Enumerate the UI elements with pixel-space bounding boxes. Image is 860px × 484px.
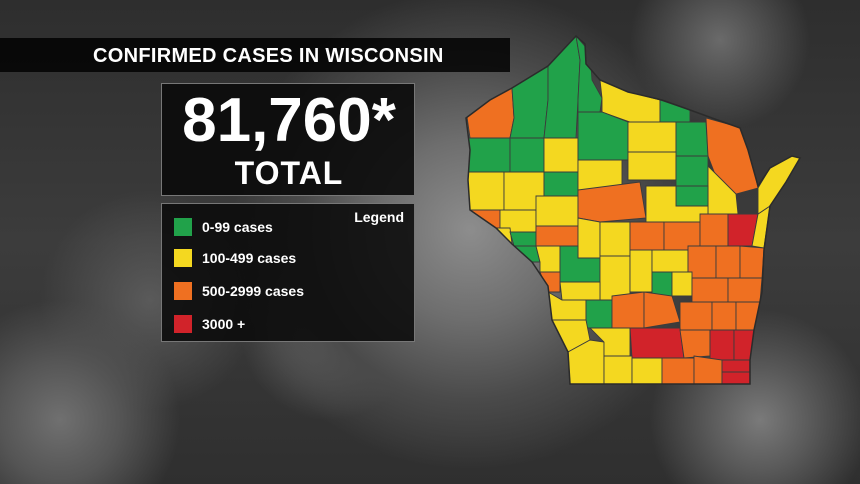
county-burnett (466, 137, 511, 173)
county-monroe (559, 281, 601, 301)
county-marathon (577, 181, 647, 223)
county-portage (629, 221, 665, 251)
county-green (631, 357, 663, 384)
county-lafayette (603, 355, 633, 384)
county-rock (661, 357, 695, 384)
county-dane (629, 327, 685, 359)
county-sauk (611, 291, 645, 329)
county-washburn (509, 137, 545, 173)
county-walworth (693, 355, 723, 384)
legend-swatch-green (174, 218, 192, 236)
county-sheboygan (727, 277, 763, 303)
county-langlade (675, 155, 709, 187)
county-forest (675, 121, 709, 157)
county-outagamie (699, 213, 729, 247)
county-oneida (627, 121, 677, 153)
county-columbia (643, 291, 681, 329)
state-outline (465, 34, 802, 385)
total-box: 81,760* TOTAL (161, 83, 415, 196)
county-kenosha (721, 371, 753, 384)
legend-label: 100-499 cases (202, 250, 297, 266)
county-manitowoc (739, 245, 765, 279)
county-calumet (715, 245, 741, 279)
total-cases-number: 81,760* (182, 86, 396, 155)
county-juneau (599, 255, 631, 301)
legend-title: Legend (354, 209, 404, 225)
county-door (757, 155, 801, 215)
county-waushara (651, 249, 689, 273)
legend: Legend 0-99 cases 100-499 cases 500-2999… (161, 203, 415, 342)
county-green-lake (671, 271, 693, 297)
county-washington (711, 301, 737, 331)
county-dodge (679, 301, 713, 331)
legend-swatch-red (174, 315, 192, 333)
county-adams (629, 249, 653, 293)
county-rusk (543, 171, 579, 197)
county-sawyer (543, 137, 579, 173)
county-fond-du-lac (691, 277, 729, 303)
county-polk (466, 171, 505, 211)
county-clark (577, 217, 601, 259)
county-racine (721, 359, 753, 373)
county-menominee (675, 185, 709, 207)
county-waukesha (709, 329, 735, 361)
county-jefferson (679, 329, 711, 359)
title-bar (0, 38, 510, 72)
county-chippewa (535, 195, 579, 227)
county-richland (585, 299, 613, 329)
legend-swatch-orange (174, 282, 192, 300)
total-label: TOTAL (234, 155, 344, 191)
legend-label: 500-2999 cases (202, 283, 304, 299)
county-iron (575, 36, 603, 113)
legend-label: 0-99 cases (202, 219, 273, 235)
county-wood (599, 221, 631, 257)
county-lincoln (627, 151, 677, 181)
county-price (577, 111, 629, 161)
county-la-crosse (539, 271, 561, 293)
county-marquette (651, 271, 673, 297)
legend-label: 3000 + (202, 316, 246, 332)
county-trempealeau (535, 245, 561, 273)
legend-swatch-yellow (174, 249, 192, 267)
county-florence (659, 99, 691, 125)
page-title: CONFIRMED CASES IN WISCONSIN (93, 45, 444, 67)
county-eau-claire (535, 225, 579, 247)
